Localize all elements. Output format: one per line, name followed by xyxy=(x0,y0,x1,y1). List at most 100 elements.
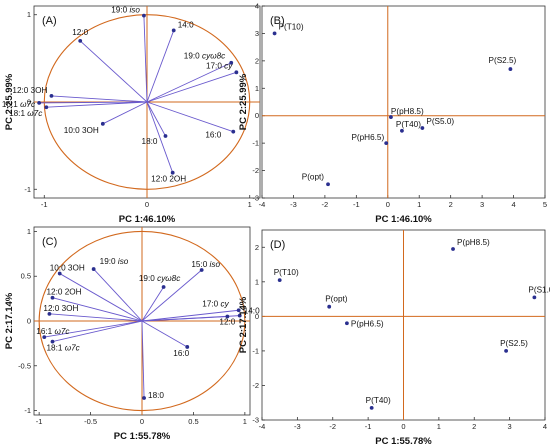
y-tick-label: -0.5 xyxy=(18,361,31,370)
loading-vector xyxy=(141,316,228,322)
y-tick-label: -1 xyxy=(252,139,259,148)
data-point xyxy=(508,67,513,71)
y-axis-title: PC 2:17.14% xyxy=(4,292,15,349)
data-point xyxy=(50,295,55,300)
point-label: P(pH6.5) xyxy=(351,133,384,142)
panel-label: (D) xyxy=(270,239,285,251)
y-tick-label: -3 xyxy=(252,194,259,203)
point-label: 12:0 2OH xyxy=(47,288,82,297)
point-label: P(T10) xyxy=(279,22,304,31)
y-tick-label: 4 xyxy=(255,2,259,11)
x-tick-label: 0 xyxy=(140,417,144,426)
x-tick-label: 5 xyxy=(543,200,547,209)
x-tick-label: -1 xyxy=(353,200,360,209)
data-point xyxy=(91,267,96,271)
x-tick-label: 1 xyxy=(417,200,421,209)
x-tick-label: 1 xyxy=(243,417,247,426)
x-tick-label: 1 xyxy=(437,422,441,431)
data-point xyxy=(231,129,236,134)
loading-vector xyxy=(59,273,143,322)
point-label: 18:0 xyxy=(142,137,158,146)
y-tick-label: -2 xyxy=(252,381,259,390)
point-label: 16:1 ω7c xyxy=(2,100,35,109)
y-axis-title: PC 2:25.99% xyxy=(238,73,249,130)
x-tick-label: 2 xyxy=(472,422,476,431)
loading-vector xyxy=(79,40,148,103)
point-label: P(S1.0) xyxy=(528,285,550,294)
loading-vector xyxy=(146,101,166,137)
point-label: P(S5.0) xyxy=(426,117,454,126)
panel-d: -4 -3 -2 -1 0 1 2 3 4-3-2-1012P(pH8.5)P(T10)P(S1… xyxy=(238,229,550,447)
x-tick-label: 0 xyxy=(145,200,149,209)
data-point xyxy=(161,285,166,289)
x-tick-label: -4 xyxy=(259,422,266,431)
data-point xyxy=(400,128,404,133)
point-label: 18:1 ω7c xyxy=(47,344,80,353)
loading-vector xyxy=(141,286,164,322)
point-label: 12:0 2OH xyxy=(151,175,186,184)
loading-vector xyxy=(46,101,148,108)
loading-vector xyxy=(146,71,237,103)
y-axis-title: PC 2:25.99% xyxy=(4,73,15,130)
data-point xyxy=(345,321,349,326)
x-tick-label: 4 xyxy=(543,422,547,431)
data-point xyxy=(420,126,425,130)
y-tick-label: 1 xyxy=(255,84,259,93)
x-tick-label: -3 xyxy=(290,200,297,209)
data-point xyxy=(100,121,105,126)
point-label: P(pH8.5) xyxy=(391,107,424,116)
y-tick-label: 2 xyxy=(255,243,259,252)
point-label: P(T10) xyxy=(274,268,299,277)
y-tick-label: 1 xyxy=(27,10,31,19)
point-label: 16:0 xyxy=(205,131,221,140)
x-tick-label: 0 xyxy=(401,422,405,431)
y-tick-label: -3 xyxy=(252,416,259,425)
data-point xyxy=(44,105,49,110)
loading-vector xyxy=(51,95,148,103)
point-label: P(pH6.5) xyxy=(351,319,384,328)
y-tick-label: 2 xyxy=(255,56,259,65)
loading-vector xyxy=(146,30,175,103)
point-label: 16:0 xyxy=(173,349,189,358)
point-label: 19:0 iso xyxy=(111,6,140,15)
x-tick-label: 4 xyxy=(511,200,515,209)
x-tick-label: -2 xyxy=(322,200,329,209)
data-point xyxy=(49,93,54,98)
data-point xyxy=(50,339,55,344)
x-axis-title: PC 1:55.78% xyxy=(375,436,432,447)
y-tick-label: 1 xyxy=(255,277,259,286)
point-label: P(S2.5) xyxy=(500,339,528,348)
loading-vector xyxy=(93,268,143,322)
data-point xyxy=(78,39,83,43)
data-point xyxy=(185,345,190,349)
data-point xyxy=(142,13,146,18)
point-label: 17:0 cy xyxy=(206,61,233,70)
loading-vector xyxy=(141,320,188,348)
loading-vector xyxy=(44,320,143,338)
y-tick-label: 3 xyxy=(255,29,259,38)
panel-label: (C) xyxy=(42,236,57,248)
point-label: 19:0 cyω8c xyxy=(184,52,225,61)
y-tick-label: 0.5 xyxy=(21,272,31,281)
y-axis-title: PC 2:17.14% xyxy=(238,296,249,353)
y-tick-label: -2 xyxy=(252,166,259,175)
loading-vector xyxy=(146,62,232,103)
point-label: 19:0 iso xyxy=(100,257,129,266)
data-point xyxy=(236,308,241,313)
data-point xyxy=(37,100,42,105)
data-point xyxy=(277,278,282,282)
point-label: 17:0 cy xyxy=(202,299,229,308)
loading-vector xyxy=(52,297,143,322)
point-label: P(opt) xyxy=(302,172,325,181)
data-point xyxy=(327,304,332,309)
point-label: P(S2.5) xyxy=(489,56,517,65)
data-point xyxy=(532,295,537,300)
x-tick-label: -2 xyxy=(329,422,336,431)
x-tick-label: 1 xyxy=(248,200,252,209)
loading-vector xyxy=(146,101,174,173)
panel-label: (B) xyxy=(270,15,285,27)
x-tick-label: -3 xyxy=(294,422,301,431)
loading-vector xyxy=(39,101,148,104)
